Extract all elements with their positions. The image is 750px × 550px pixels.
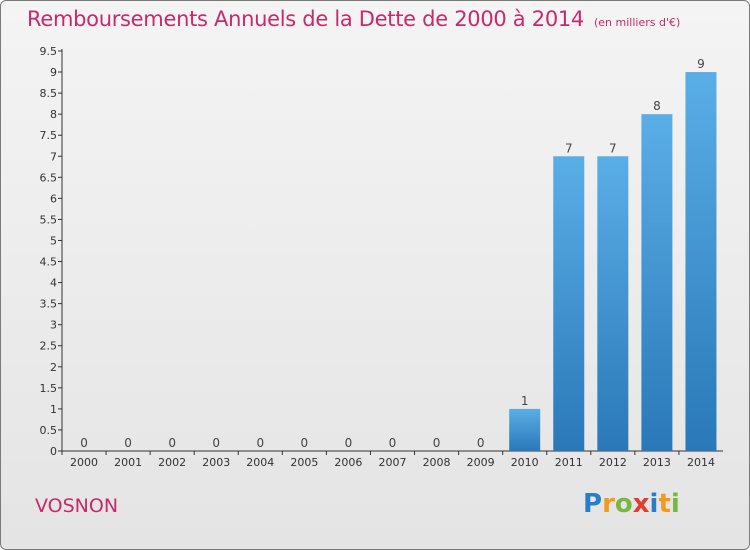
y-tick-label: 4.5 xyxy=(40,256,58,269)
y-tick-label: 2 xyxy=(50,361,57,374)
x-tick-label: 2011 xyxy=(555,456,583,469)
y-tick-label: 8.5 xyxy=(40,87,58,100)
bar xyxy=(641,114,673,451)
bar-value-label: 0 xyxy=(124,436,132,450)
bar-value-label: 0 xyxy=(389,436,397,450)
bar-value-label: 0 xyxy=(256,436,264,450)
bar xyxy=(597,156,629,451)
y-tick-label: 9.5 xyxy=(40,45,58,58)
bar-value-label: 0 xyxy=(301,436,309,450)
y-tick-label: 8 xyxy=(50,108,57,121)
bar-value-label: 0 xyxy=(80,436,88,450)
logo-letter: r xyxy=(602,489,615,519)
bar-value-label: 0 xyxy=(477,436,485,450)
x-tick-label: 2009 xyxy=(467,456,495,469)
y-tick-label: 6 xyxy=(50,192,57,205)
x-tick-label: 2008 xyxy=(423,456,451,469)
logo-letter: P xyxy=(583,489,603,519)
bar-value-label: 7 xyxy=(609,141,617,155)
logo-letter: o xyxy=(614,489,633,519)
bar xyxy=(553,156,585,451)
logo-letter: t xyxy=(658,489,671,519)
y-tick-label: 2.5 xyxy=(40,340,58,353)
x-tick-label: 2004 xyxy=(246,456,274,469)
x-tick-label: 2012 xyxy=(599,456,627,469)
y-tick-label: 3 xyxy=(50,319,57,332)
x-tick-label: 2003 xyxy=(202,456,230,469)
x-tick-label: 2013 xyxy=(643,456,671,469)
bar-value-label: 1 xyxy=(521,394,529,408)
y-tick-label: 5 xyxy=(50,234,57,247)
x-tick-label: 2002 xyxy=(158,456,186,469)
logo-letter: i xyxy=(649,489,659,519)
y-tick-label: 1.5 xyxy=(40,382,58,395)
y-tick-label: 3.5 xyxy=(40,298,58,311)
x-tick-label: 2005 xyxy=(290,456,318,469)
bar-value-label: 0 xyxy=(212,436,220,450)
bar-value-label: 9 xyxy=(697,57,705,71)
y-tick-label: 4 xyxy=(50,277,57,290)
bar xyxy=(685,72,717,451)
logo-letter: x xyxy=(632,489,650,519)
bar-value-label: 0 xyxy=(345,436,353,450)
y-tick-label: 5.5 xyxy=(40,213,58,226)
bar-value-label: 0 xyxy=(433,436,441,450)
chart-title: Remboursements Annuels de la Dette de 20… xyxy=(27,7,680,31)
y-tick-label: 1 xyxy=(50,403,57,416)
chart-unit: (en milliers d'€) xyxy=(594,16,681,29)
x-tick-label: 2007 xyxy=(379,456,407,469)
y-tick-label: 0.5 xyxy=(40,424,58,437)
chart-title-text: Remboursements Annuels de la Dette de 20… xyxy=(27,7,584,31)
bar xyxy=(509,408,541,451)
y-tick-label: 0 xyxy=(50,445,57,458)
y-tick-label: 9 xyxy=(50,66,57,79)
commune-name: VOSNON xyxy=(35,495,119,517)
y-tick-label: 6.5 xyxy=(40,171,58,184)
x-tick-label: 2006 xyxy=(334,456,362,469)
proxiti-logo: Proxiti xyxy=(583,489,680,519)
x-tick-label: 2000 xyxy=(70,456,98,469)
bar-value-label: 7 xyxy=(565,141,573,155)
bar-value-label: 8 xyxy=(653,99,661,113)
x-tick-label: 2014 xyxy=(687,456,715,469)
y-tick-label: 7.5 xyxy=(40,129,58,142)
bar-value-label: 0 xyxy=(168,436,176,450)
x-tick-label: 2010 xyxy=(511,456,539,469)
logo-letter: i xyxy=(670,489,680,519)
y-tick-label: 7 xyxy=(50,150,57,163)
x-tick-label: 2001 xyxy=(114,456,142,469)
